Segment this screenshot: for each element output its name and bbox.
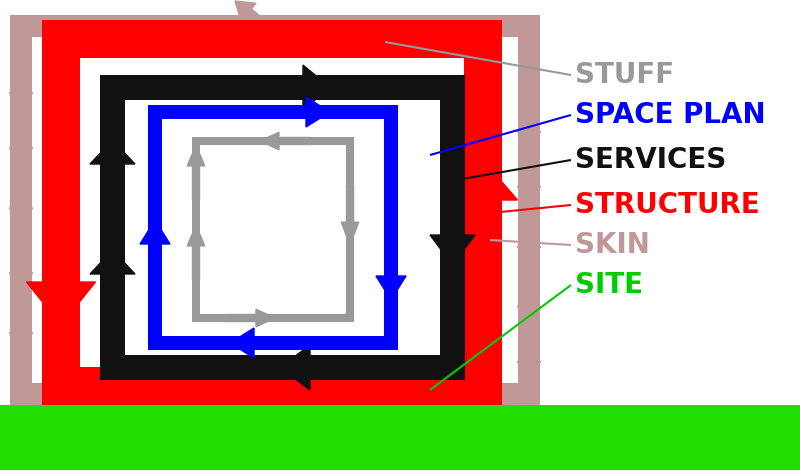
Bar <box>450 432 516 450</box>
FancyArrow shape <box>10 310 33 348</box>
Bar <box>148 105 398 119</box>
Text: STRUCTURE: STRUCTURE <box>575 191 760 219</box>
FancyArrow shape <box>518 172 541 210</box>
Bar <box>192 137 200 322</box>
Text: SPACE PLAN: SPACE PLAN <box>575 101 766 129</box>
FancyArrow shape <box>225 309 275 327</box>
FancyArrow shape <box>10 125 33 163</box>
Bar <box>0 405 800 470</box>
FancyArrow shape <box>10 70 33 108</box>
Bar <box>440 75 465 380</box>
FancyArrow shape <box>260 132 310 150</box>
FancyArrow shape <box>10 250 33 288</box>
FancyArrow shape <box>518 347 541 385</box>
Bar <box>42 370 80 440</box>
Bar <box>0 405 800 470</box>
Bar <box>518 15 540 405</box>
FancyArrow shape <box>187 225 205 280</box>
FancyArrow shape <box>518 292 541 330</box>
Bar <box>346 137 354 322</box>
FancyArrow shape <box>235 1 268 30</box>
FancyArrow shape <box>90 250 135 330</box>
FancyArrow shape <box>230 328 310 358</box>
FancyArrow shape <box>240 65 330 110</box>
Text: SKIN: SKIN <box>575 231 650 259</box>
FancyArrow shape <box>10 185 33 223</box>
Bar <box>100 75 125 380</box>
Bar <box>148 336 398 350</box>
FancyArrow shape <box>376 220 406 300</box>
FancyArrow shape <box>250 97 330 127</box>
Text: SITE: SITE <box>575 271 643 299</box>
Bar <box>10 15 32 405</box>
Bar <box>100 355 465 380</box>
Bar <box>384 105 398 350</box>
Bar <box>100 75 465 100</box>
Bar <box>42 20 502 58</box>
Text: STUFF: STUFF <box>575 61 674 89</box>
FancyArrow shape <box>187 145 205 200</box>
FancyArrow shape <box>430 165 475 265</box>
Bar <box>464 370 502 440</box>
FancyArrow shape <box>90 140 135 220</box>
Bar <box>10 15 540 37</box>
FancyArrow shape <box>26 110 95 325</box>
Bar <box>192 137 354 145</box>
FancyArrow shape <box>140 220 170 300</box>
Bar <box>10 383 540 405</box>
FancyArrow shape <box>280 345 380 390</box>
Bar <box>192 314 354 322</box>
Bar <box>42 367 502 405</box>
FancyArrow shape <box>518 232 541 270</box>
FancyArrow shape <box>518 117 541 155</box>
Bar <box>42 20 80 405</box>
FancyArrow shape <box>342 185 358 245</box>
Bar <box>28 432 94 450</box>
FancyArrow shape <box>449 160 518 360</box>
Bar <box>148 105 162 350</box>
Bar <box>464 20 502 405</box>
Text: SERVICES: SERVICES <box>575 146 726 174</box>
